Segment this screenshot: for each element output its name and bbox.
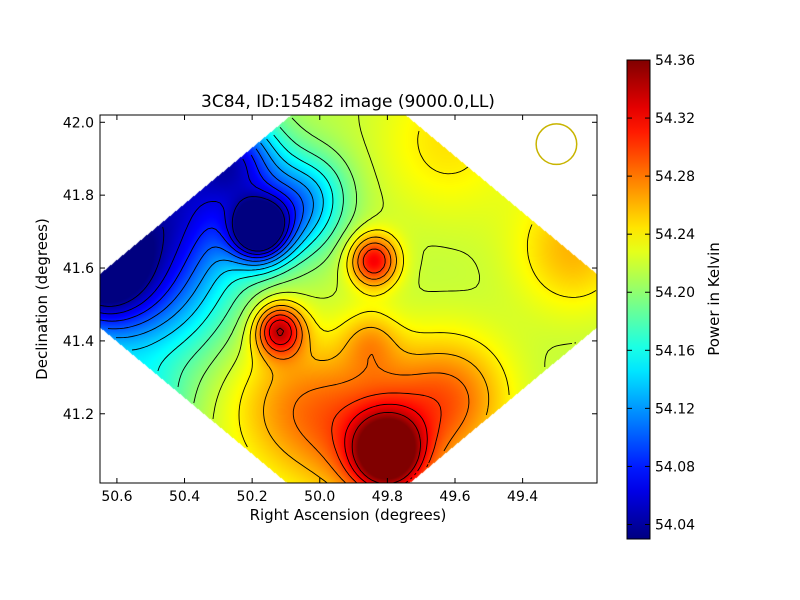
y-tick-label: 41.8 — [63, 188, 94, 204]
x-tick-label: 49.8 — [372, 489, 403, 505]
colorbar-tick-label: 54.32 — [655, 111, 695, 127]
y-tick-label: 41.6 — [63, 261, 94, 277]
colorbar-tick-label: 54.24 — [655, 227, 695, 243]
y-tick-label: 41.2 — [63, 407, 94, 423]
x-tick-label: 49.6 — [439, 489, 470, 505]
colorbar-gradient — [627, 60, 650, 539]
colorbar-tick-label: 54.28 — [655, 169, 695, 185]
x-tick-label: 50.6 — [101, 489, 132, 505]
x-axis: 50.6 50.4 50.2 50.0 49.8 49.6 49.4 — [101, 115, 538, 505]
y-tick-label: 41.4 — [63, 334, 94, 350]
colorbar-frame — [626, 59, 651, 540]
plot-frame — [99, 114, 598, 484]
colorbar-tick-label: 54.04 — [655, 517, 695, 533]
x-tick-label: 50.4 — [169, 489, 200, 505]
colorbar-tick-label: 54.20 — [655, 285, 695, 301]
x-tick-label: 50.0 — [304, 489, 335, 505]
colorbar-ticks: 54.04 54.08 54.12 54.16 54.20 54.24 54.28 54.32… — [627, 53, 695, 533]
plot-area — [100, 115, 597, 483]
colorbar-tick-label: 54.12 — [655, 401, 695, 417]
colorbar-tick-label: 54.36 — [655, 53, 695, 69]
y-axis-label: Declination (degrees) — [33, 218, 51, 380]
y-axis: 41.2 41.4 41.6 41.8 42.0 — [63, 115, 597, 423]
colorbar: 54.04 54.08 54.12 54.16 54.20 54.24 54.28 54.32… — [626, 53, 723, 540]
chart-title: 3C84, ID:15482 image (9000.0,LL) — [201, 92, 495, 112]
contour-lines — [100, 115, 597, 483]
x-tick-label: 49.4 — [507, 489, 538, 505]
heatmap-image — [100, 115, 597, 483]
beam-marker — [535, 123, 578, 166]
x-tick-label: 50.2 — [237, 489, 268, 505]
x-axis-label: Right Ascension (degrees) — [250, 506, 447, 524]
colorbar-tick-label: 54.08 — [655, 459, 695, 475]
y-tick-label: 42.0 — [63, 115, 94, 131]
colorbar-label: Power in Kelvin — [705, 242, 723, 356]
colorbar-tick-label: 54.16 — [655, 343, 695, 359]
contour-path — [100, 115, 597, 483]
